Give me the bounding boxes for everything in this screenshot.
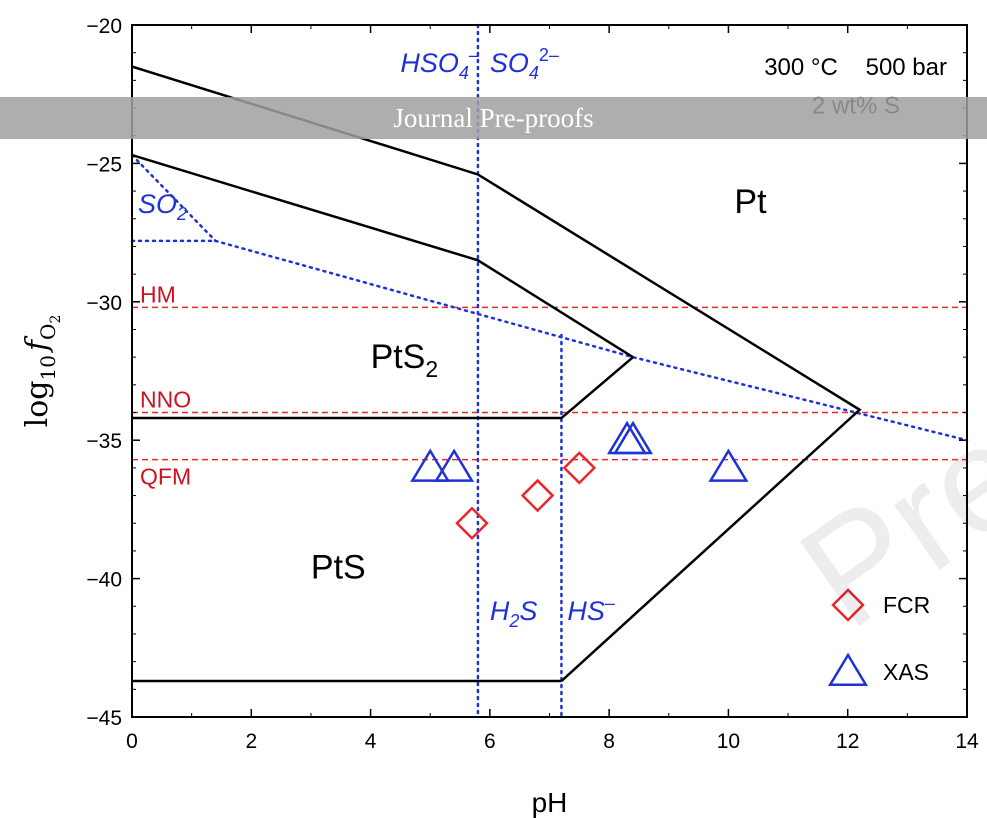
legend-xas-marker	[827, 652, 869, 686]
y-tick-label: −35	[86, 430, 122, 453]
condition-temperature: 300 °C	[764, 54, 838, 81]
region-name: Pt	[734, 183, 767, 221]
legend-fcr-label: FCR	[883, 592, 930, 618]
x-tick-label: 4	[365, 730, 377, 753]
y-label-sub: 10	[36, 355, 60, 380]
x-tick-label: 12	[836, 730, 859, 753]
species-boundary-line	[130, 153, 217, 243]
x-tick-label: 0	[126, 730, 138, 753]
fcr-point	[455, 506, 489, 541]
species-base: SO	[490, 48, 529, 78]
xas-point	[708, 448, 749, 482]
y-label-o2: 2	[48, 315, 64, 324]
banner-bar	[0, 97, 987, 139]
species-tail: S	[519, 596, 537, 626]
region-label: PtS2	[371, 338, 439, 382]
y-label-log: log	[20, 381, 55, 428]
species-base: H	[490, 596, 510, 626]
buffer-label: HM	[140, 281, 176, 307]
x-tick-label: 14	[955, 730, 979, 753]
fcr-point	[562, 451, 597, 485]
species-base: HSO	[400, 48, 459, 78]
xas-point	[434, 448, 475, 482]
region-subscript: 2	[425, 356, 438, 382]
condition-pressure: 500 bar	[866, 54, 947, 81]
species-label: SO2	[138, 189, 187, 224]
x-tick-label: 2	[245, 730, 257, 753]
y-tick-label: −40	[86, 569, 122, 592]
species-label: H2S	[490, 596, 538, 631]
region-label: PtS	[311, 549, 366, 587]
y-tick-label: −25	[86, 153, 122, 176]
y-tick-label: −20	[86, 15, 122, 38]
species-label: HS–	[567, 593, 615, 626]
buffer-label: NNO	[140, 387, 191, 413]
species-sup: –	[469, 45, 479, 65]
species-label: SO42–	[490, 45, 559, 83]
species-boundary-line	[214, 239, 969, 442]
xas-point	[612, 420, 654, 455]
species-sup: 2–	[539, 45, 559, 65]
fcr-point	[520, 478, 555, 513]
buffer-label: QFM	[140, 464, 191, 490]
y-label-o: O	[36, 324, 60, 340]
xas-point	[606, 420, 648, 455]
x-axis-label: pH	[532, 787, 568, 818]
region-label: Pt	[734, 183, 767, 221]
region-name: PtS	[311, 549, 366, 587]
y-tick-label: −45	[86, 707, 122, 730]
species-sub: 4	[459, 63, 469, 83]
legend-xas-label: XAS	[883, 659, 929, 685]
species-sup: –	[605, 593, 615, 613]
banner-text: Journal Pre-proofs	[393, 103, 594, 133]
y-tick-label: −30	[86, 292, 122, 315]
species-base: HS	[567, 596, 605, 626]
x-tick-label: 10	[717, 730, 740, 753]
species-sub: 2	[176, 204, 187, 224]
phase-boundary-line	[131, 153, 634, 359]
y-axis-label: log10fO2	[20, 315, 64, 428]
x-tick-label: 8	[603, 730, 615, 753]
phase-boundary-line	[132, 356, 634, 420]
species-sub: 4	[529, 63, 539, 83]
phase-boundary-line	[131, 65, 862, 682]
species-label: HSO4–	[400, 45, 479, 83]
species-base: SO	[138, 189, 177, 219]
legend-fcr-marker	[831, 588, 865, 622]
region-name: PtS	[371, 338, 426, 376]
x-tick-label: 6	[484, 730, 496, 753]
xas-point	[410, 448, 451, 482]
species-sub: 2	[508, 611, 519, 631]
